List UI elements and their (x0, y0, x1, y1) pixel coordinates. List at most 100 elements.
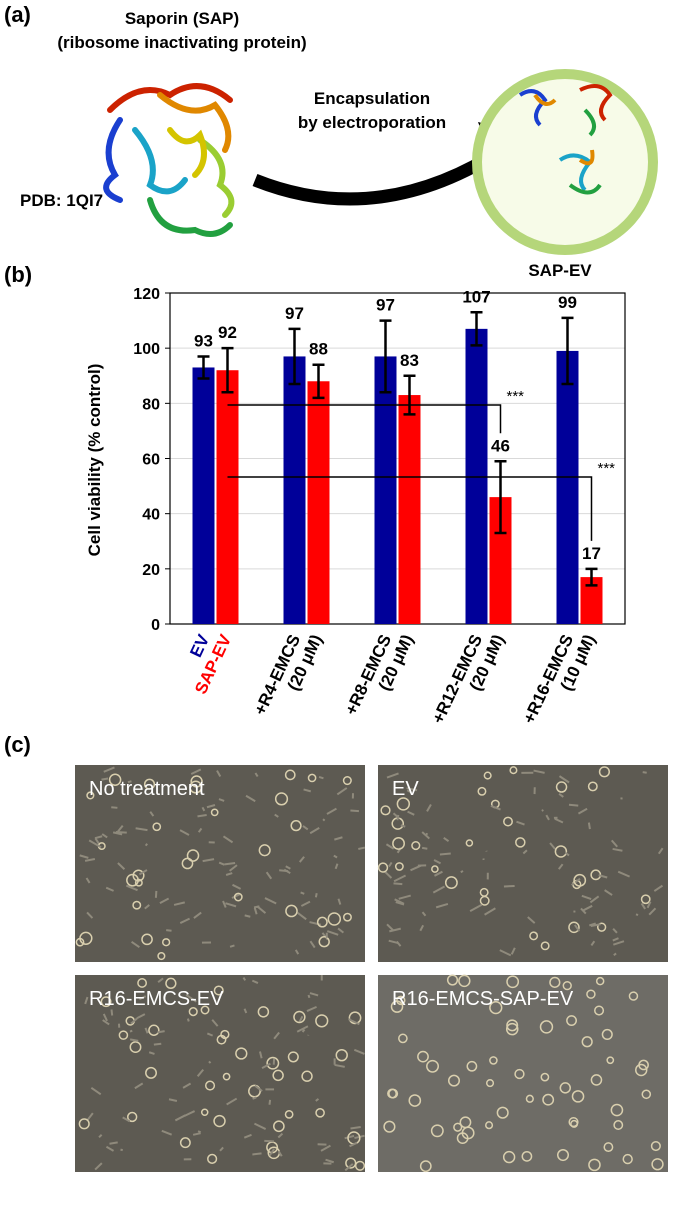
cell (446, 974, 459, 986)
cell (483, 771, 492, 780)
data-label: 107 (462, 287, 490, 306)
cell (303, 788, 312, 793)
cell (152, 822, 162, 832)
cell (153, 1042, 162, 1046)
protein-structure (103, 83, 235, 237)
cell (337, 927, 345, 934)
cell (254, 1122, 267, 1130)
cell (640, 894, 651, 905)
cell (595, 976, 605, 986)
cell (84, 996, 89, 1005)
pdb-label: PDB: 1QI7 (20, 191, 103, 210)
cell (248, 1084, 261, 1098)
cell (453, 1122, 463, 1132)
cell (354, 1160, 366, 1171)
cell (314, 892, 318, 898)
error-bar (379, 319, 392, 394)
arrow (252, 142, 509, 206)
cell (598, 766, 611, 778)
cell (642, 771, 647, 774)
cell (358, 846, 366, 851)
micrograph-label: R16-EMCS-SAP-EV (392, 988, 574, 1010)
cell (613, 1120, 624, 1130)
cell (389, 927, 401, 933)
y-tick-label: 100 (133, 341, 160, 358)
error-bar (197, 355, 210, 380)
cell (222, 1072, 231, 1081)
cell (421, 911, 427, 917)
cell (353, 1048, 365, 1055)
cell (273, 1120, 285, 1133)
cell (136, 1013, 146, 1020)
cell (137, 978, 148, 988)
y-tick-label: 60 (142, 452, 160, 469)
cell (298, 856, 305, 863)
cell (337, 898, 342, 905)
cell (646, 901, 652, 909)
cell (503, 816, 513, 827)
cell (243, 1133, 252, 1139)
cell (386, 923, 395, 932)
cell (129, 1038, 139, 1042)
arrow-label: Encapsulation (314, 89, 430, 108)
cell (426, 1059, 440, 1073)
cell (383, 870, 393, 879)
cell (466, 1060, 478, 1072)
micrograph-bg (378, 975, 668, 1172)
cell (581, 1036, 593, 1048)
cell (485, 1121, 494, 1130)
cell (596, 922, 607, 932)
cell (301, 1028, 306, 1033)
cell (86, 911, 94, 919)
cell (225, 902, 237, 908)
cell (309, 826, 320, 835)
cell (566, 1015, 577, 1027)
cell (173, 901, 186, 906)
cell (510, 947, 516, 955)
cell (540, 941, 550, 951)
error-bar (470, 311, 483, 347)
cell (222, 835, 234, 844)
cell (396, 797, 411, 811)
cell (610, 1103, 624, 1117)
cell (129, 1041, 142, 1054)
cell (386, 772, 399, 779)
cell (138, 995, 147, 1001)
cell (296, 1025, 309, 1033)
cell (433, 870, 443, 877)
cell (589, 922, 597, 927)
cell (326, 930, 339, 936)
cell (499, 949, 512, 957)
protein-title: (ribosome inactivating protein) (57, 33, 306, 52)
cell (388, 861, 393, 868)
cell (545, 814, 550, 821)
cell (490, 804, 501, 811)
cell (334, 863, 339, 870)
cell (516, 820, 525, 826)
cell (168, 1098, 178, 1102)
cell (344, 1163, 354, 1172)
cell (244, 914, 251, 918)
cell (192, 1132, 201, 1136)
cell (477, 786, 487, 796)
cell (232, 883, 242, 890)
cell (189, 780, 203, 794)
cell (229, 944, 235, 948)
cell (505, 1022, 519, 1036)
cell (86, 1112, 94, 1121)
cell (201, 806, 206, 812)
cell (315, 1098, 320, 1102)
cell (196, 1068, 205, 1077)
cell (204, 1080, 216, 1091)
cell (157, 977, 164, 983)
cell (322, 818, 326, 822)
cell (571, 1090, 585, 1103)
cell (350, 1125, 361, 1130)
cell (349, 1141, 358, 1148)
panel-label: (c) (4, 732, 31, 757)
cell (587, 781, 598, 792)
plot-frame (169, 292, 626, 625)
cell (294, 949, 300, 955)
cell (117, 825, 124, 833)
cell (279, 869, 289, 873)
